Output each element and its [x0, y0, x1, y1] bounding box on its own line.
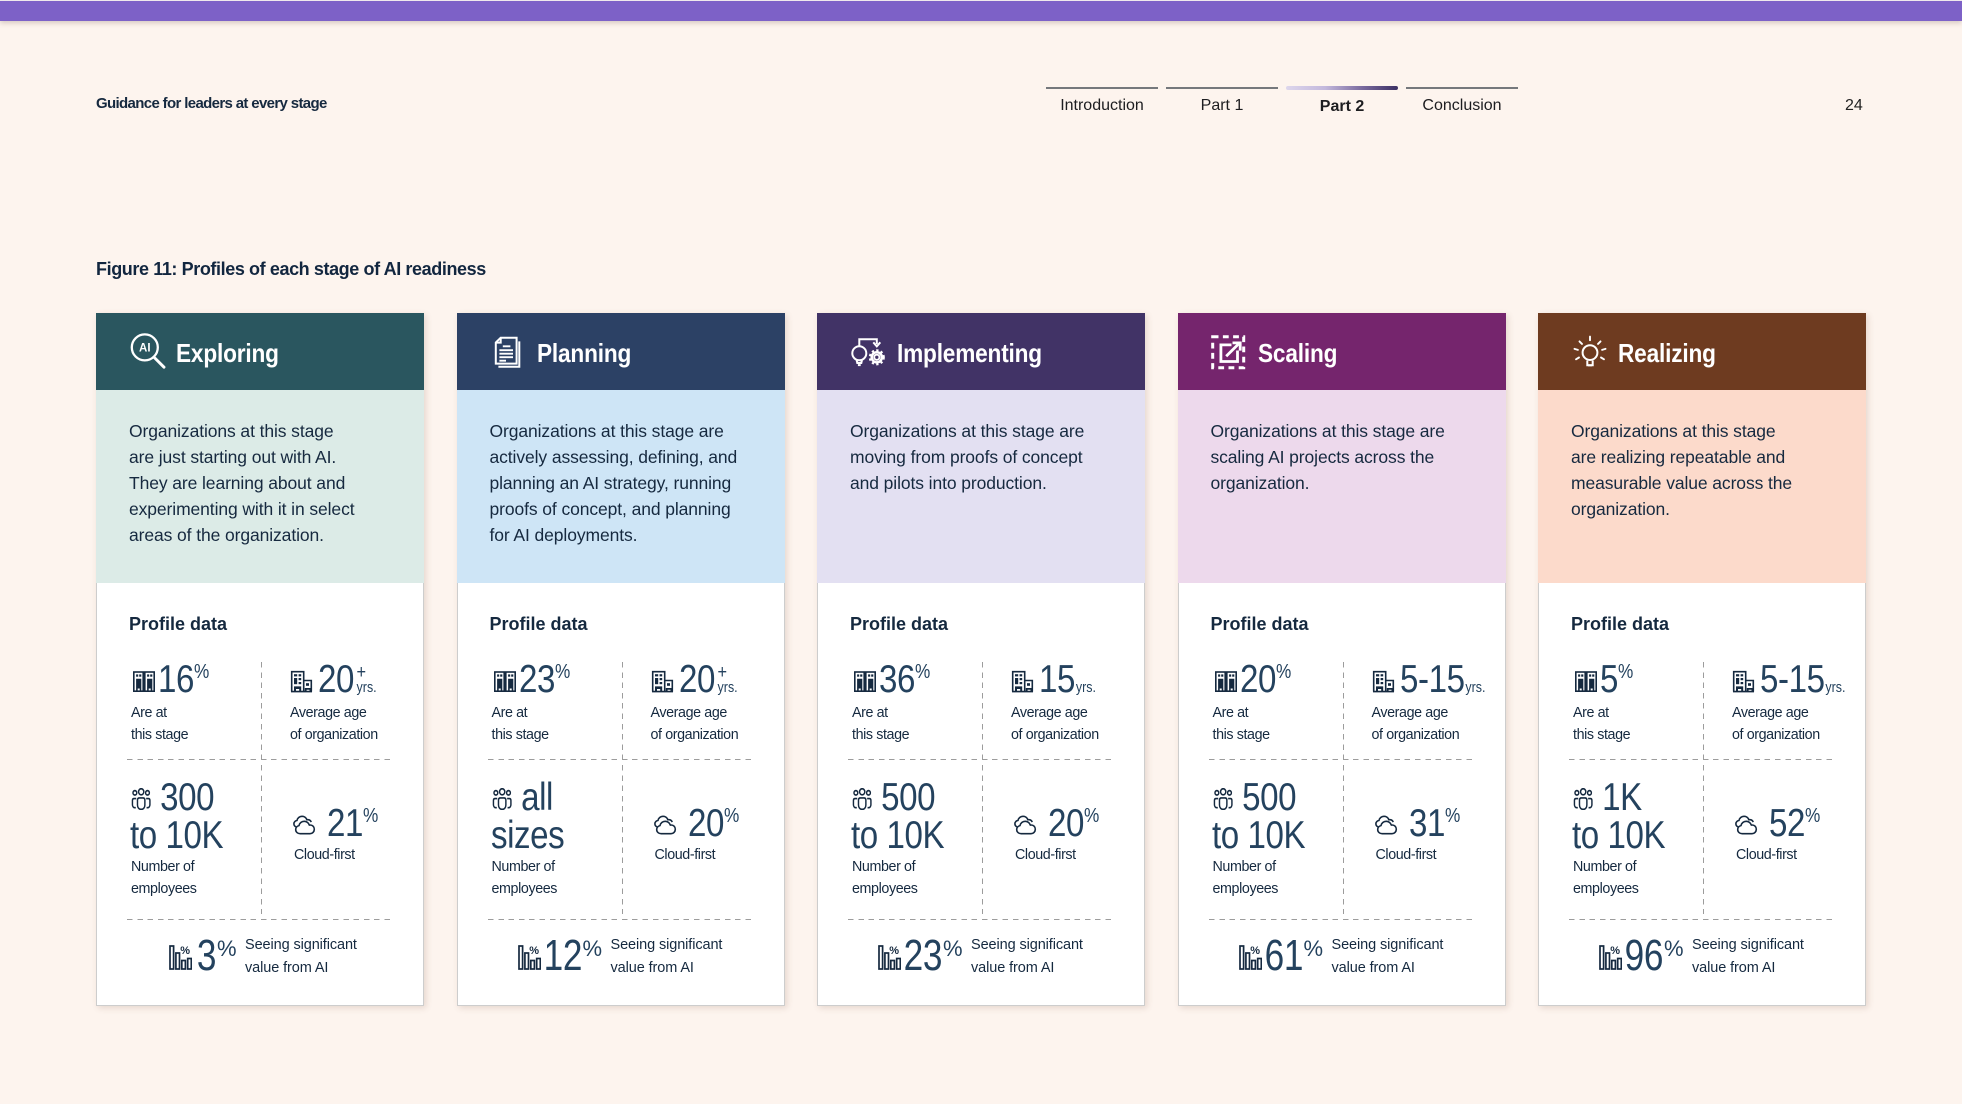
svg-text:AI: AI: [139, 342, 151, 354]
svg-text:%: %: [1610, 945, 1620, 957]
svg-text:%: %: [529, 945, 539, 957]
svg-text:%: %: [1250, 945, 1260, 957]
svg-text:%: %: [180, 945, 190, 957]
svg-text:%: %: [889, 945, 899, 957]
